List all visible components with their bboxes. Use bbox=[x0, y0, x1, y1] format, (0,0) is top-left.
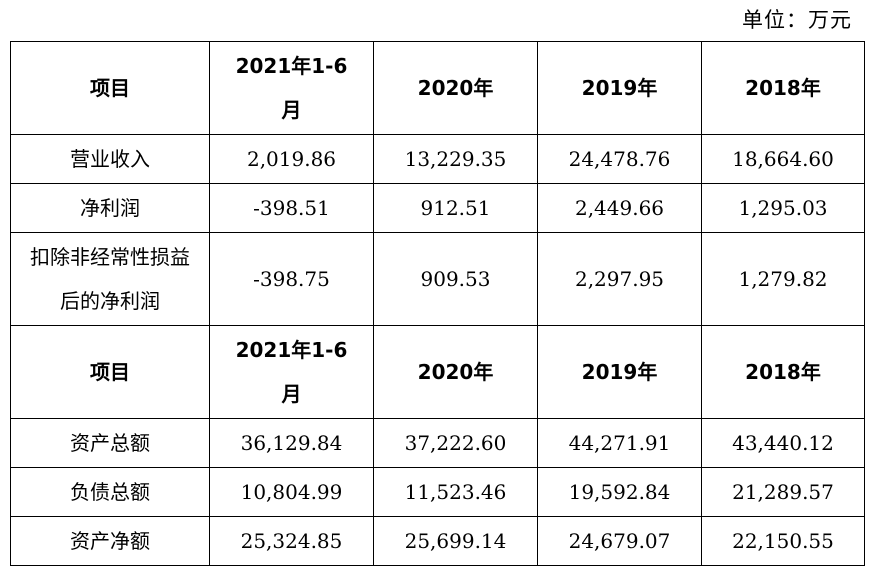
table-cell: 2,297.95 bbox=[537, 232, 702, 326]
header-cell: 2018年 bbox=[701, 41, 865, 135]
header-cell: 2019年 bbox=[537, 41, 702, 135]
row-label: 净利润 bbox=[10, 183, 210, 233]
table-cell: 22,150.55 bbox=[701, 516, 865, 566]
table-cell: 1,279.82 bbox=[701, 232, 865, 326]
table-cell: 2,019.86 bbox=[209, 134, 374, 184]
table-row: 营业收入 2,019.86 13,229.35 24,478.76 18,664… bbox=[10, 134, 865, 184]
table-cell: 21,289.57 bbox=[701, 467, 865, 517]
table-cell: 2,449.66 bbox=[537, 183, 702, 233]
header-cell: 项目 bbox=[10, 325, 210, 419]
unit-label: 单位：万元 bbox=[742, 8, 852, 32]
table-cell: 25,699.14 bbox=[373, 516, 538, 566]
header-row: 项目 2021年1-6月 2020年 2019年 2018年 bbox=[10, 41, 865, 135]
table-cell: 18,664.60 bbox=[701, 134, 865, 184]
table-cell: 13,229.35 bbox=[373, 134, 538, 184]
row-label: 资产总额 bbox=[10, 418, 210, 468]
table-cell: 912.51 bbox=[373, 183, 538, 233]
header-cell: 2021年1-6月 bbox=[209, 325, 374, 419]
table-cell: 37,222.60 bbox=[373, 418, 538, 468]
table-cell: 36,129.84 bbox=[209, 418, 374, 468]
table-row: 扣除非经常性损益后的净利润 -398.75 909.53 2,297.95 1,… bbox=[10, 232, 865, 326]
table-cell: 24,478.76 bbox=[537, 134, 702, 184]
table-cell: 19,592.84 bbox=[537, 467, 702, 517]
table-cell: 11,523.46 bbox=[373, 467, 538, 517]
table-cell: 43,440.12 bbox=[701, 418, 865, 468]
table-cell: 10,804.99 bbox=[209, 467, 374, 517]
header-cell: 项目 bbox=[10, 41, 210, 135]
table-cell: 24,679.07 bbox=[537, 516, 702, 566]
header-cell: 2018年 bbox=[701, 325, 865, 419]
table-row: 资产总额 36,129.84 37,222.60 44,271.91 43,44… bbox=[10, 418, 865, 468]
row-label: 扣除非经常性损益后的净利润 bbox=[10, 232, 210, 326]
table-cell: 25,324.85 bbox=[209, 516, 374, 566]
header-cell: 2021年1-6月 bbox=[209, 41, 374, 135]
row-label: 营业收入 bbox=[10, 134, 210, 184]
table-cell: -398.51 bbox=[209, 183, 374, 233]
header-row: 项目 2021年1-6月 2020年 2019年 2018年 bbox=[10, 325, 865, 419]
table-row: 净利润 -398.51 912.51 2,449.66 1,295.03 bbox=[10, 183, 865, 233]
header-cell: 2020年 bbox=[373, 41, 538, 135]
table-cell: 909.53 bbox=[373, 232, 538, 326]
header-cell: 2019年 bbox=[537, 325, 702, 419]
financial-table: 项目 2021年1-6月 2020年 2019年 2018年 营业收入 2,01… bbox=[10, 41, 865, 566]
table-row: 资产净额 25,324.85 25,699.14 24,679.07 22,15… bbox=[10, 516, 865, 566]
table-cell: -398.75 bbox=[209, 232, 374, 326]
table-row: 负债总额 10,804.99 11,523.46 19,592.84 21,28… bbox=[10, 467, 865, 517]
header-cell: 2020年 bbox=[373, 325, 538, 419]
table-cell: 1,295.03 bbox=[701, 183, 865, 233]
row-label: 资产净额 bbox=[10, 516, 210, 566]
row-label: 负债总额 bbox=[10, 467, 210, 517]
table-cell: 44,271.91 bbox=[537, 418, 702, 468]
